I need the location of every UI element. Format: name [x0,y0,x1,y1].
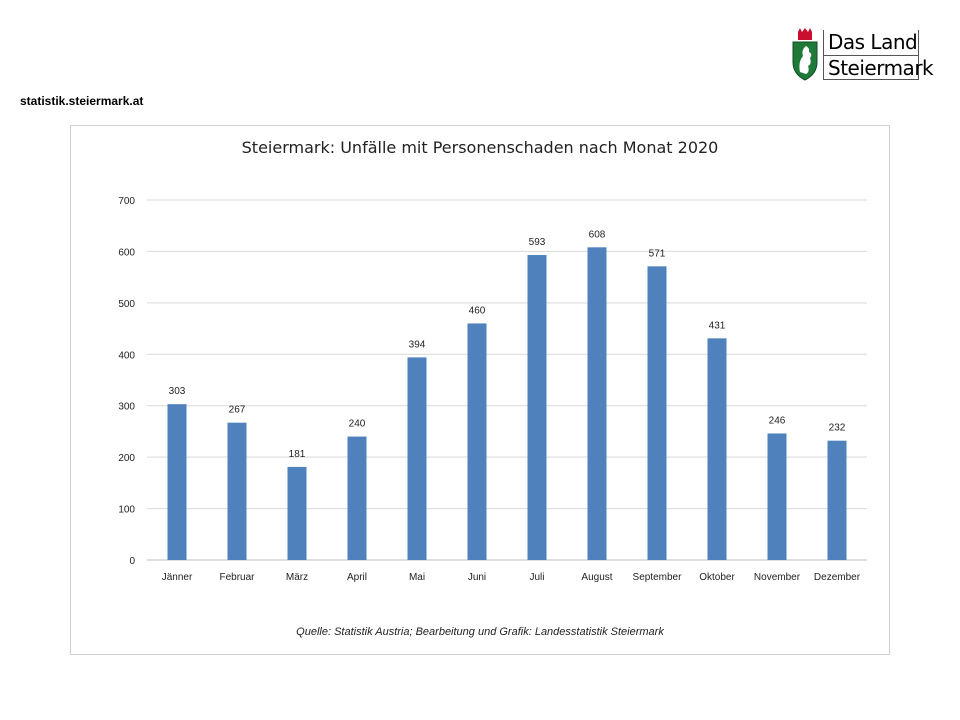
data-label: 246 [769,415,786,426]
data-label: 303 [169,386,186,397]
chart-title: Steiermark: Unfälle mit Personenschaden … [241,138,719,157]
x-tick-label: Jänner [162,572,193,583]
bar [647,266,667,560]
bar [827,440,847,560]
bar [707,338,727,560]
y-tick-label: 100 [118,505,135,516]
das-land-steiermark-logo: Das Land Steiermark [790,28,934,84]
chart-frame: Steiermark: Unfälle mit Personenschaden … [70,125,890,655]
y-tick-label: 700 [118,196,135,207]
data-label: 394 [409,339,426,350]
x-tick-label: Dezember [814,572,861,583]
data-label: 232 [829,423,846,434]
x-tick-label: November [754,572,801,583]
data-label: 460 [469,305,486,316]
bar [167,404,187,560]
site-url: statistik.steiermark.at [20,94,144,108]
styrian-panther-crest-icon [792,28,818,81]
bar [287,466,307,560]
y-tick-label: 600 [118,247,135,258]
bar [767,433,787,560]
y-tick-label: 0 [129,556,135,567]
x-tick-label: Oktober [699,572,735,583]
bar [527,255,547,560]
x-tick-label: Juli [529,572,544,583]
bar [467,323,487,560]
bar [227,422,247,560]
x-tick-label: April [347,572,367,583]
bar-chart: 0 100 200 300 400 500 600 700 303 Jänner 267 Februa… [118,196,867,583]
y-tick-label: 300 [118,402,135,413]
x-tick-label: Juni [468,572,486,583]
y-tick-label: 500 [118,299,135,310]
data-label: 181 [289,449,306,460]
data-label: 240 [349,419,366,430]
x-tick-label: März [286,572,308,583]
x-tick-label: August [581,572,612,583]
source-note: Quelle: Statistik Austria; Bearbeitung u… [296,626,664,638]
x-tick-label: Februar [219,572,255,583]
x-tick-label: September [633,572,683,583]
data-label: 608 [589,229,606,240]
data-label: 431 [709,320,726,331]
bar [587,247,607,561]
bar [347,436,367,560]
data-label: 571 [649,248,666,259]
bar [407,357,427,560]
y-tick-label: 200 [118,453,135,464]
y-tick-label: 400 [118,350,135,361]
data-label: 267 [229,405,246,416]
data-label: 593 [529,237,546,248]
logo-line-1: Das Land [828,30,918,54]
x-tick-label: Mai [409,572,425,583]
logo-line-2: Steiermark [828,56,934,80]
